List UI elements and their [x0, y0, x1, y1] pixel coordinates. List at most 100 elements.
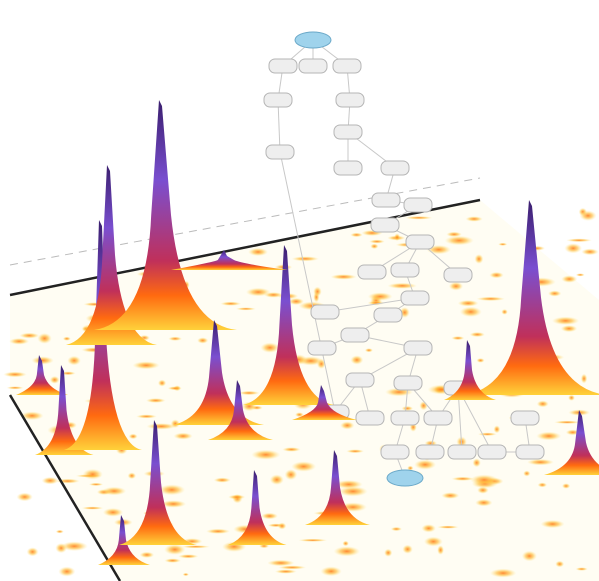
speckle: [6, 386, 24, 390]
speckle: [419, 401, 428, 411]
speckle: [387, 282, 417, 289]
speckle: [16, 492, 33, 502]
speckle: [102, 486, 127, 496]
speckle: [284, 469, 298, 481]
graph-node: [515, 444, 545, 460]
graph-root: [294, 31, 332, 49]
speckle: [3, 371, 27, 378]
speckle: [295, 412, 304, 418]
speckle: [181, 545, 211, 549]
peak: [444, 340, 496, 400]
speckle: [26, 547, 39, 557]
peak: [35, 365, 94, 455]
graph-node: [345, 372, 375, 388]
graph-node: [333, 160, 363, 176]
peak: [66, 165, 157, 345]
speckle: [477, 432, 497, 436]
speckle: [158, 484, 186, 496]
speckle: [401, 405, 414, 411]
speckle: [235, 307, 256, 311]
speckle: [278, 565, 307, 570]
graph-node: [403, 197, 433, 213]
speckle: [437, 545, 444, 555]
peak: [173, 320, 264, 425]
speckle: [228, 494, 246, 500]
graph-node: [355, 410, 385, 426]
speckle: [474, 254, 484, 264]
peak: [243, 245, 334, 405]
speckle: [441, 492, 460, 499]
speckle: [164, 558, 181, 563]
speckle: [291, 256, 320, 262]
speckle: [536, 400, 549, 408]
speckle: [60, 371, 76, 376]
speckle: [423, 536, 443, 547]
speckle: [346, 449, 365, 454]
speckle: [182, 572, 189, 577]
speckle: [489, 568, 517, 578]
speckle: [553, 420, 581, 424]
speckle: [476, 358, 485, 363]
plane-edge: [9, 198, 481, 297]
graph-node: [268, 58, 298, 74]
speckle: [127, 472, 137, 480]
speckle: [498, 242, 508, 246]
graph-node: [340, 327, 370, 343]
speckle: [402, 544, 413, 554]
speckle: [390, 526, 402, 532]
speckle: [579, 210, 597, 221]
speckle: [220, 301, 242, 306]
speckle: [261, 512, 278, 520]
speckle: [560, 325, 578, 333]
graph-node: [307, 340, 337, 356]
peak: [228, 470, 287, 545]
speckle: [238, 390, 260, 396]
graph-node: [310, 304, 340, 320]
speckle: [82, 468, 103, 480]
peak: [292, 385, 357, 420]
graph-node: [443, 267, 473, 283]
peaks: [16, 100, 599, 565]
speckle: [267, 559, 295, 567]
speckle: [475, 499, 493, 507]
speckle: [260, 342, 280, 353]
speckle: [102, 508, 124, 517]
speckle: [414, 459, 437, 470]
graph-node: [370, 217, 400, 233]
speckle: [67, 355, 81, 366]
speckle: [146, 423, 177, 430]
speckle: [19, 332, 40, 339]
speckle: [330, 274, 357, 280]
speckle: [501, 309, 508, 315]
speckle: [340, 421, 355, 430]
speckle: [407, 465, 414, 471]
peak: [94, 100, 237, 330]
graph-node: [415, 444, 445, 460]
speckle: [168, 336, 182, 341]
speckle: [342, 540, 349, 547]
speckle: [55, 529, 64, 534]
speckle: [405, 216, 433, 220]
speckle: [523, 470, 531, 477]
graph-node: [447, 444, 477, 460]
speckle: [437, 525, 459, 529]
graph-node: [405, 234, 435, 250]
graph-node: [373, 307, 403, 323]
speckle: [367, 300, 385, 306]
speckle: [320, 566, 342, 577]
graph-node: [333, 124, 363, 140]
speckle: [139, 551, 155, 558]
speckle: [298, 538, 328, 542]
graph-root: [386, 469, 424, 487]
graph-node: [510, 410, 540, 426]
graph-node: [380, 444, 410, 460]
speckle: [472, 458, 481, 468]
speckle: [128, 433, 138, 440]
speckle: [160, 500, 187, 508]
speckle: [555, 560, 565, 568]
speckle: [575, 567, 588, 571]
peak: [119, 420, 197, 545]
graph-node: [390, 262, 420, 278]
